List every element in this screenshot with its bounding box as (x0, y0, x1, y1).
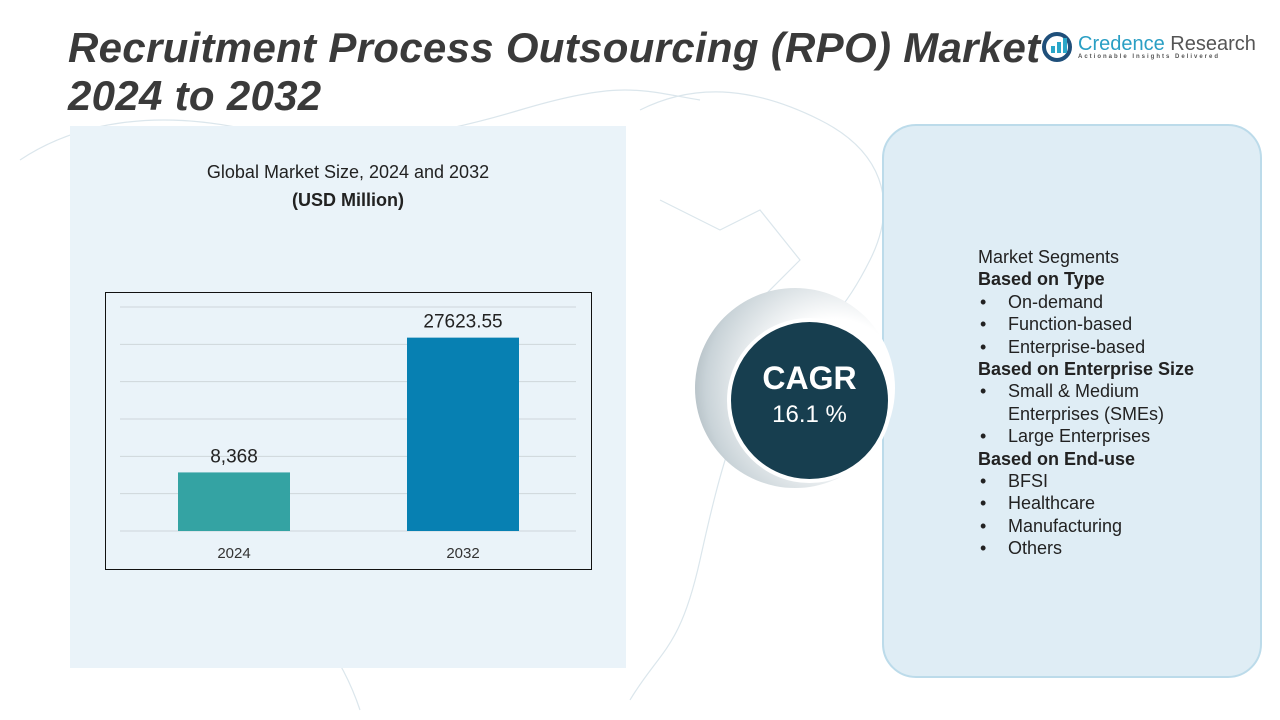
segment-group-title: Based on Type (978, 269, 1105, 290)
segment-item: Function-based (978, 313, 1194, 336)
segment-item: Manufacturing (978, 515, 1194, 538)
logo-chart-icon (1042, 32, 1072, 62)
segment-group-title: Based on Enterprise Size (978, 359, 1195, 380)
data-label: 8,368 (210, 446, 258, 467)
segment-group-title: Based on End-use (978, 448, 1136, 469)
bar-chart: 8,368 2024 27623.55 2032 (105, 292, 592, 570)
logo-name-2: Research (1170, 33, 1256, 55)
cagr-badge: CAGR 16.1 % (727, 318, 892, 483)
bar-2032 (407, 337, 519, 531)
segment-item: Others (978, 537, 1194, 560)
segment-item: Large Enterprises (978, 425, 1194, 448)
bar-2024 (178, 472, 290, 531)
segment-item: On-demand (978, 291, 1194, 314)
x-tick-label: 2024 (217, 545, 250, 562)
cagr-value: 16.1 % (772, 401, 847, 428)
title-line-2: 2024 to 2032 (68, 72, 322, 119)
bar-chart-svg: 8,368 2024 27623.55 2032 (120, 306, 576, 562)
chart-unit: (USD Million) (292, 190, 404, 210)
market-size-panel (70, 126, 626, 668)
segments-heading: Market Segments (978, 247, 1120, 267)
x-tick-label: 2032 (446, 545, 479, 562)
market-segments-list: Market Segments Based on TypeOn-demandFu… (978, 246, 1194, 560)
segment-item: Healthcare (978, 492, 1194, 515)
segment-item: Small & Medium Enterprises (SMEs) (978, 380, 1188, 425)
segment-item: BFSI (978, 470, 1194, 493)
cagr-label: CAGR (762, 360, 857, 396)
chart-title: Global Market Size, 2024 and 2032 (206, 162, 490, 182)
logo-name: Credence (1078, 33, 1165, 55)
segment-item: Enterprise-based (978, 336, 1194, 359)
credence-research-logo: Credence Research Actionable Insights De… (1042, 32, 1256, 62)
page-title: Recruitment Process Outsourcing (RPO) Ma… (68, 24, 1040, 120)
title-line-1: Recruitment Process Outsourcing (RPO) Ma… (68, 24, 1041, 71)
logo-tagline: Actionable Insights Delivered (1078, 54, 1221, 60)
data-label: 27623.55 (423, 312, 502, 333)
